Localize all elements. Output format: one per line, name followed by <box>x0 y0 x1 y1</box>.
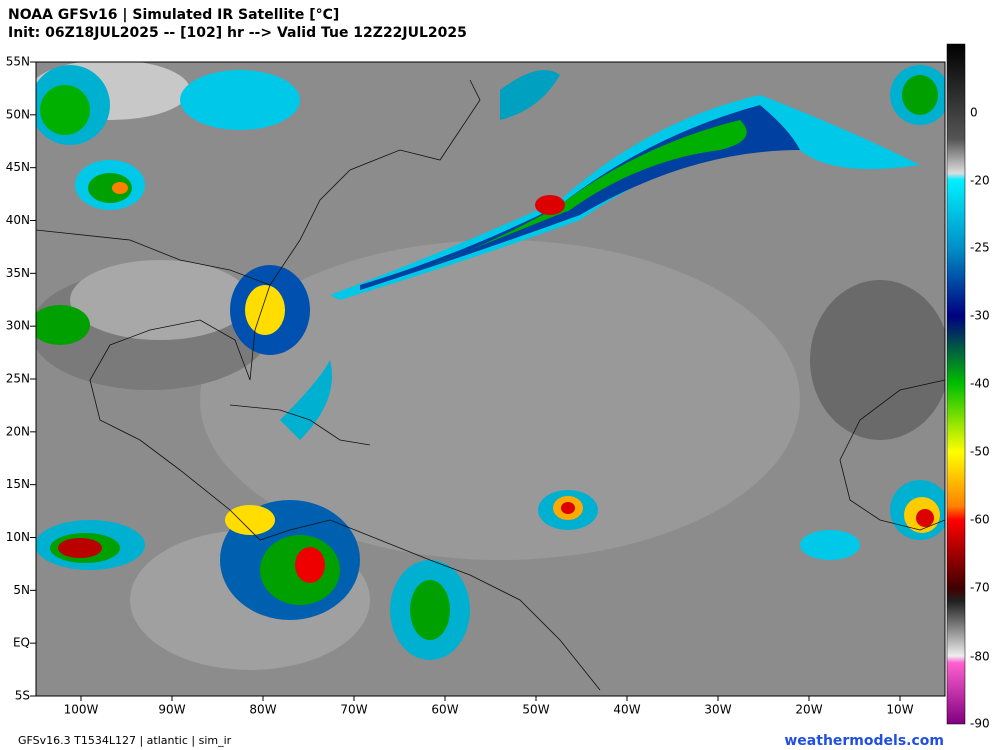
lon-label: 100W <box>64 703 99 717</box>
lon-label: 60W <box>431 703 458 717</box>
lon-label: 40W <box>613 703 640 717</box>
lat-label: 30N <box>6 319 30 333</box>
lon-label: 20W <box>795 703 822 717</box>
colorbar-label: -30 <box>970 309 990 323</box>
lon-label: 90W <box>158 703 185 717</box>
colorbar-label: -20 <box>970 174 990 188</box>
lat-label: 20N <box>6 424 30 438</box>
lat-label: 15N <box>6 477 30 491</box>
lat-label: 35N <box>6 266 30 280</box>
lat-label: 5S <box>15 689 30 703</box>
lat-label: 50N <box>6 107 30 121</box>
subtitle: Init: 06Z18JUL2025 -- [102] hr --> Valid… <box>8 25 467 41</box>
colorbar-label: 0 <box>970 106 978 120</box>
colorbar <box>946 43 966 725</box>
lon-label: 50W <box>522 703 549 717</box>
map <box>36 62 945 696</box>
lon-label: 30W <box>704 703 731 717</box>
lat-label: 45N <box>6 160 30 174</box>
colorbar-label: -50 <box>970 445 990 459</box>
colorbar-label: -90 <box>970 717 990 731</box>
lat-label: 5N <box>13 583 30 597</box>
lon-label: 70W <box>340 703 367 717</box>
lat-label: EQ <box>13 636 30 650</box>
colorbar-label: -80 <box>970 650 990 664</box>
colorbar-label: -25 <box>970 241 990 255</box>
lat-label: 10N <box>6 530 30 544</box>
lon-label: 10W <box>886 703 913 717</box>
lat-label: 25N <box>6 372 30 386</box>
title: NOAA GFSv16 | Simulated IR Satellite [°C… <box>8 7 339 23</box>
lat-label: 55N <box>6 55 30 69</box>
lat-label: 40N <box>6 213 30 227</box>
lon-label: 80W <box>249 703 276 717</box>
colorbar-label: -40 <box>970 377 990 391</box>
colorbar-label: -70 <box>970 581 990 595</box>
footer-right[interactable]: weathermodels.com <box>784 733 944 749</box>
colorbar-label: -60 <box>970 513 990 527</box>
footer-left: GFSv16.3 T1534L127 | atlantic | sim_ir <box>18 734 232 747</box>
